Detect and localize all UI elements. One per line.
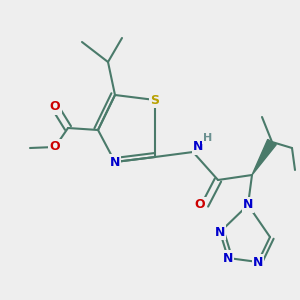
Text: H: H (203, 133, 213, 143)
Text: S: S (151, 94, 160, 106)
Text: N: N (215, 226, 225, 238)
Polygon shape (252, 140, 276, 175)
Text: N: N (253, 256, 263, 268)
Text: O: O (195, 199, 205, 212)
Text: N: N (193, 140, 203, 154)
Text: O: O (50, 140, 60, 154)
Text: N: N (223, 251, 233, 265)
Text: O: O (50, 100, 60, 113)
Text: N: N (110, 155, 120, 169)
Text: N: N (243, 199, 253, 212)
